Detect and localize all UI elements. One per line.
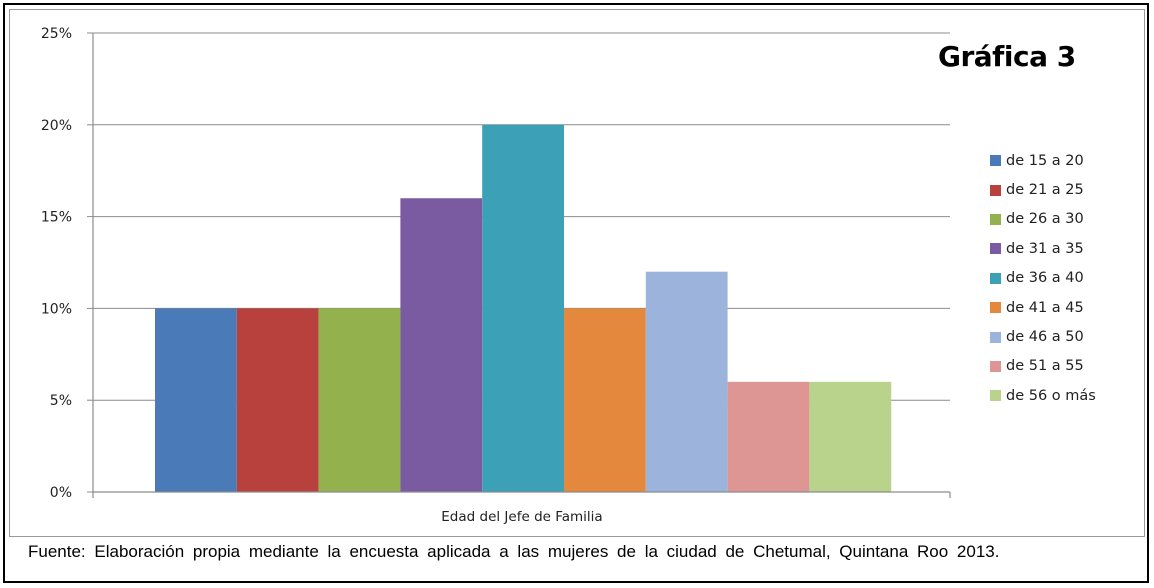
y-tick-labels: 0% 5% 10% 15% 20% 25% [41,26,93,501]
legend-item: de 56 o más [990,381,1140,410]
bar-de-26-a-30 [318,308,401,492]
legend-label: de 51 a 55 [1006,358,1084,375]
bar-de-41-a-45 [564,308,646,492]
bar-de-56-o-más [809,381,892,492]
y-tick-label: 20% [41,118,72,134]
legend-label: de 26 a 30 [1006,211,1084,228]
legend-item: de 21 a 25 [990,175,1140,204]
legend-label: de 31 a 35 [1006,240,1084,257]
bar-de-21-a-25 [236,308,319,492]
legend-item: de 51 a 55 [990,352,1140,381]
y-tick-label: 10% [41,301,72,317]
bar-de-51-a-55 [727,381,810,492]
x-axis-label: Edad del Jefe de Familia [441,509,602,525]
legend-swatch [990,184,1001,196]
legend-label: de 41 a 45 [1006,299,1084,316]
legend-swatch [990,390,1001,402]
legend-label: de 56 o más [1006,387,1096,404]
source-note: Fuente: Elaboración propia mediante la e… [28,542,1000,561]
y-tick-label: 15% [41,210,72,226]
bar-de-46-a-50 [645,271,728,492]
legend-item: de 36 a 40 [990,264,1140,293]
y-tick-label: 0% [50,485,72,501]
legend-swatch [990,243,1001,255]
chart-area [9,9,1145,537]
bars [155,124,892,493]
legend-label: de 21 a 25 [1006,182,1084,199]
legend-swatch [990,213,1001,225]
legend-item: de 15 a 20 [990,146,1140,175]
chart-title: Gráfica 3 [938,40,1076,73]
y-tick-label: 5% [50,393,72,409]
legend-item: de 41 a 45 [990,293,1140,322]
legend-item: de 31 a 35 [990,234,1140,263]
legend-label: de 46 a 50 [1006,329,1084,346]
bar-de-31-a-35 [400,198,483,493]
legend-label: de 15 a 20 [1006,152,1084,169]
legend-label: de 36 a 40 [1006,270,1084,287]
y-tick-label: 25% [41,26,72,42]
legend: de 15 a 20 de 21 a 25 de 26 a 30 de 31 a 35… [990,146,1140,411]
bar-de-15-a-20 [155,308,237,492]
legend-swatch [990,302,1001,314]
legend-swatch [990,360,1001,372]
figure-frame [3,3,1149,583]
axes [92,33,951,498]
legend-swatch [990,155,1001,167]
legend-swatch [990,331,1001,343]
legend-item: de 26 a 30 [990,205,1140,234]
bar-de-36-a-40 [482,124,564,493]
legend-swatch [990,272,1001,284]
legend-item: de 46 a 50 [990,322,1140,351]
